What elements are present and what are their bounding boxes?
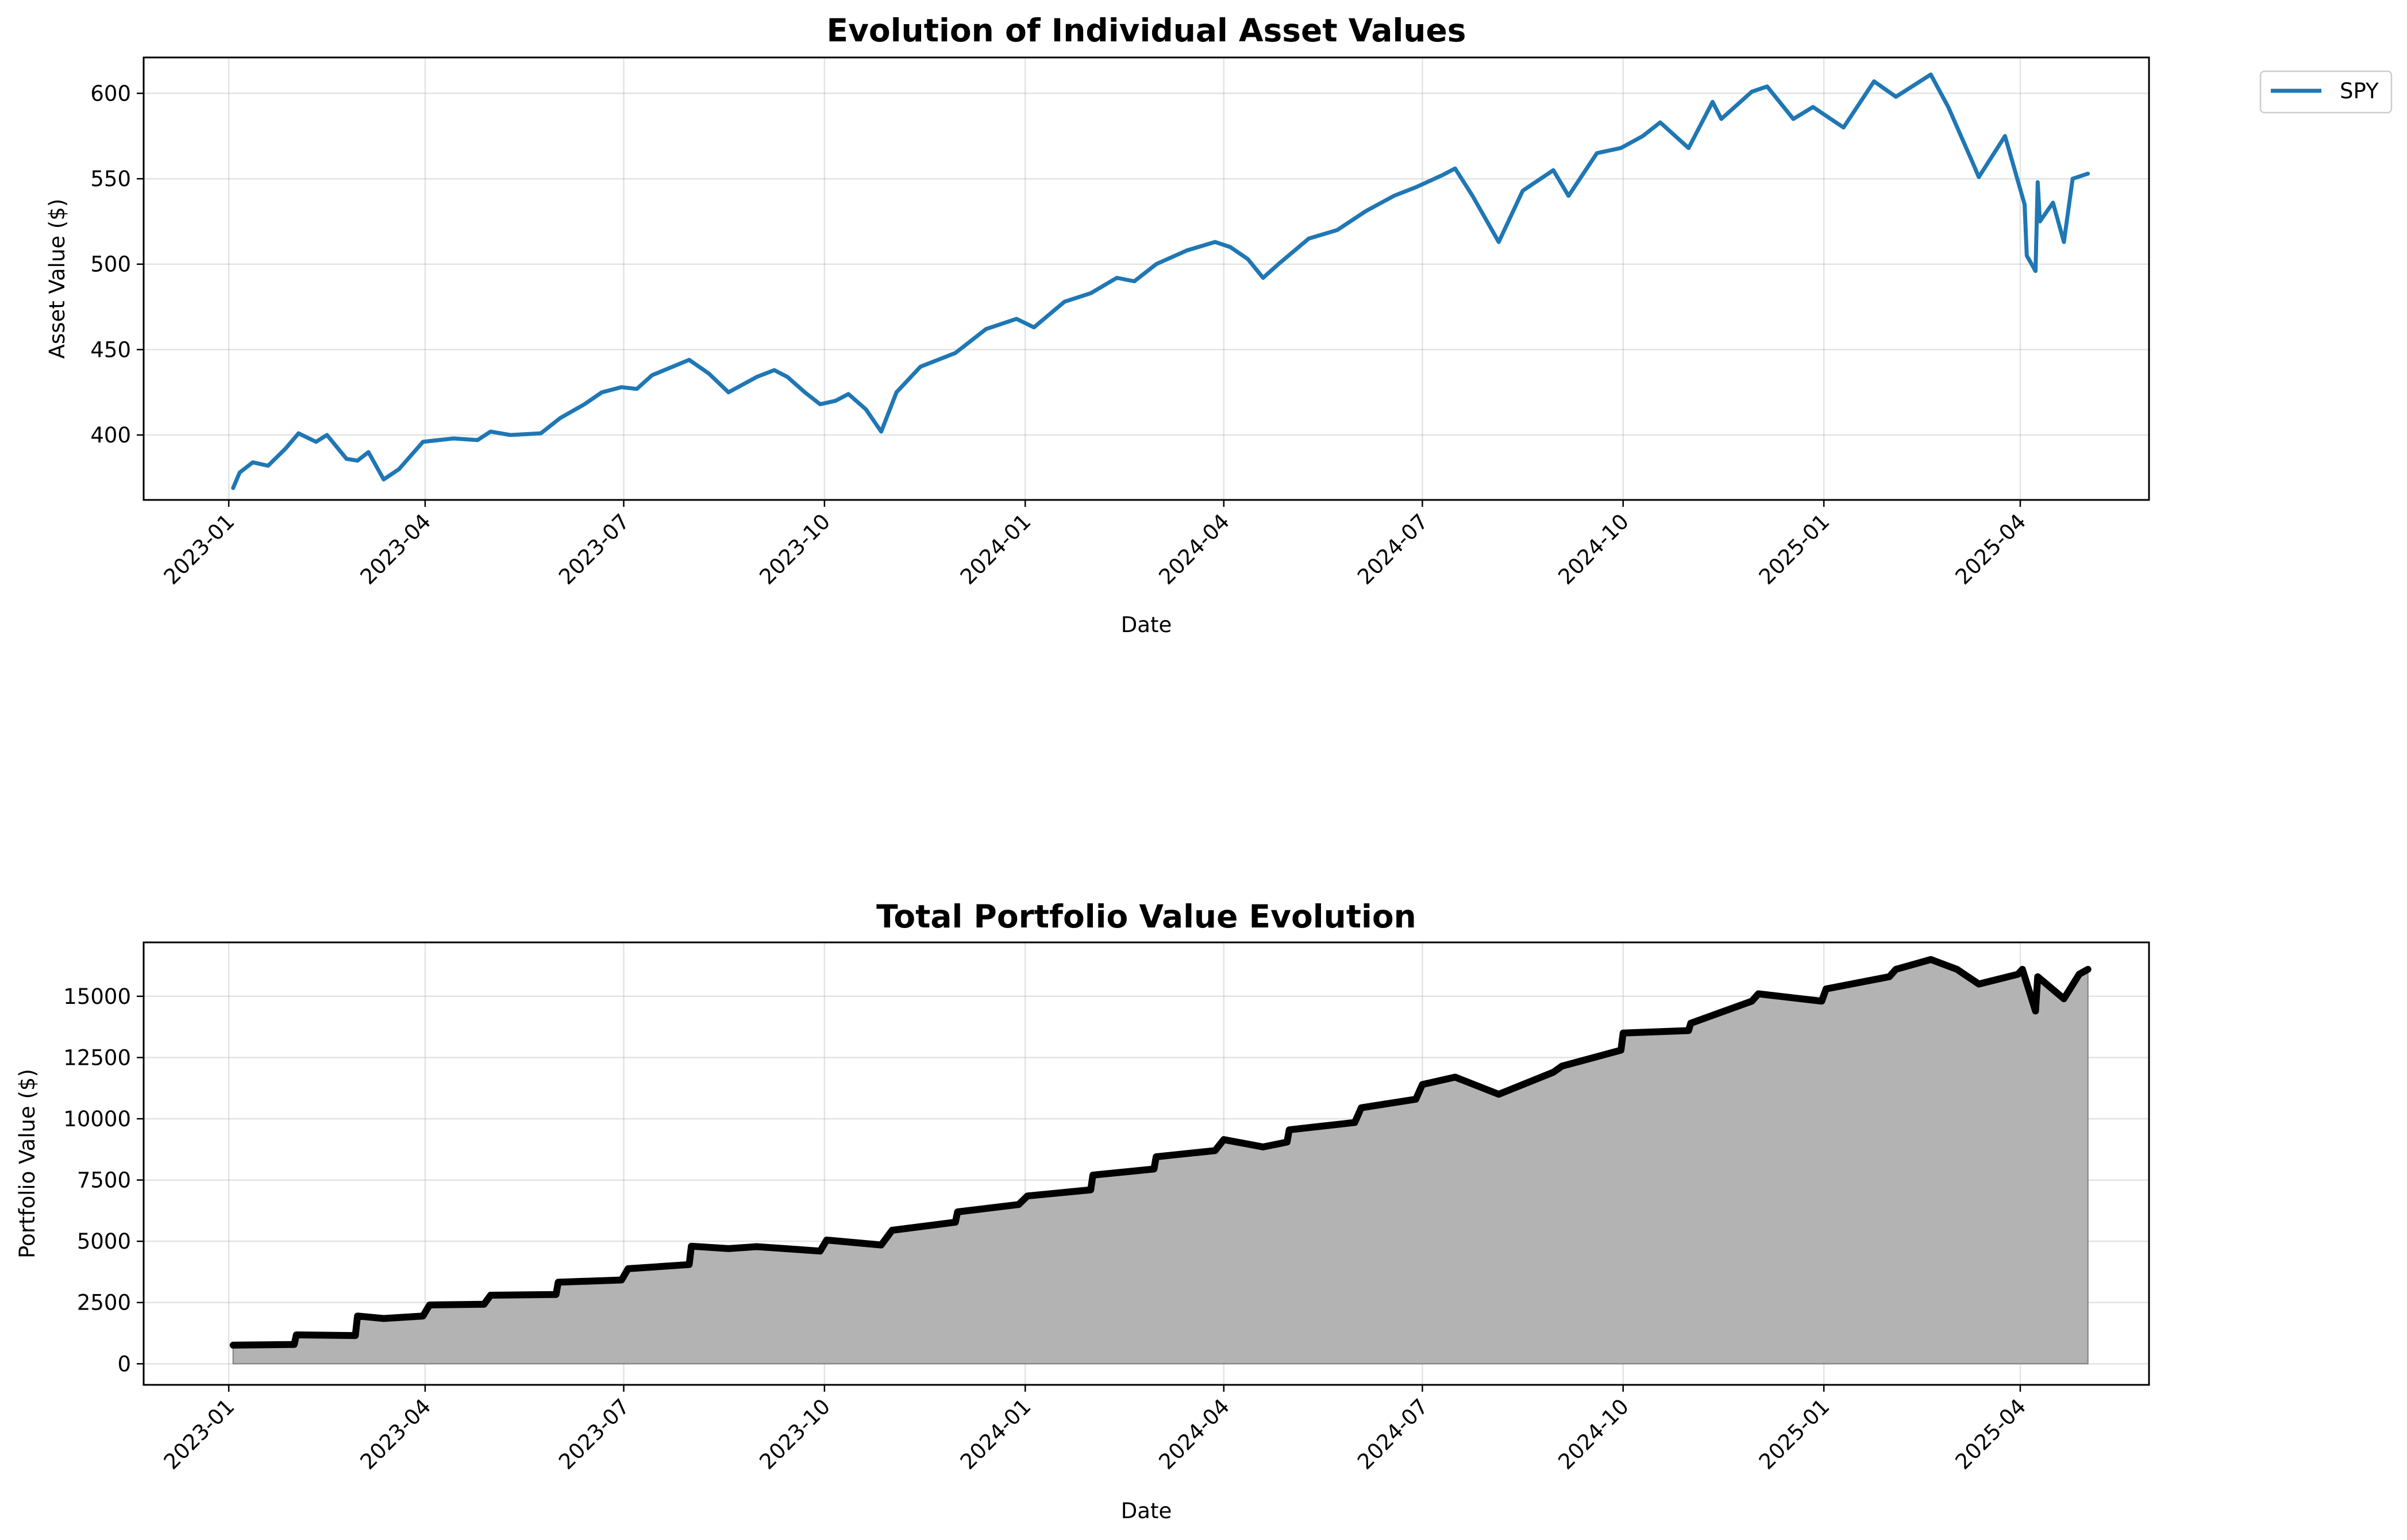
chart-title: Evolution of Individual Asset Values <box>827 12 1466 49</box>
y-tick-label: 5000 <box>77 1229 131 1254</box>
y-tick-label: 10000 <box>63 1107 131 1131</box>
y-tick-label: 7500 <box>77 1168 131 1193</box>
y-tick-label: 450 <box>90 337 131 362</box>
y-tick-label: 600 <box>90 81 131 106</box>
y-axis-label: Portfolio Value ($) <box>15 1069 40 1258</box>
legend-label-spy: SPY <box>2340 79 2379 103</box>
y-tick-label: 0 <box>117 1352 131 1376</box>
y-tick-label: 550 <box>90 167 131 191</box>
x-axis-label: Date <box>1121 613 1172 637</box>
y-tick-label: 400 <box>90 423 131 448</box>
y-tick-label: 12500 <box>63 1045 131 1070</box>
portfolio-value-line <box>229 956 2092 1349</box>
legend-box <box>2259 70 2393 114</box>
y-tick-label: 500 <box>90 252 131 277</box>
legend: SPY <box>2259 70 2393 114</box>
y-tick-label: 2500 <box>77 1291 131 1315</box>
plot-frame <box>143 941 2150 1386</box>
chart-title: Total Portfolio Value Evolution <box>876 898 1416 935</box>
series-line-spy <box>231 72 2090 490</box>
y-axis-label: Asset Value ($) <box>45 199 70 359</box>
x-axis-label: Date <box>1121 1499 1172 1523</box>
y-tick-label: 15000 <box>63 984 131 1009</box>
plot-frame <box>143 56 2150 501</box>
